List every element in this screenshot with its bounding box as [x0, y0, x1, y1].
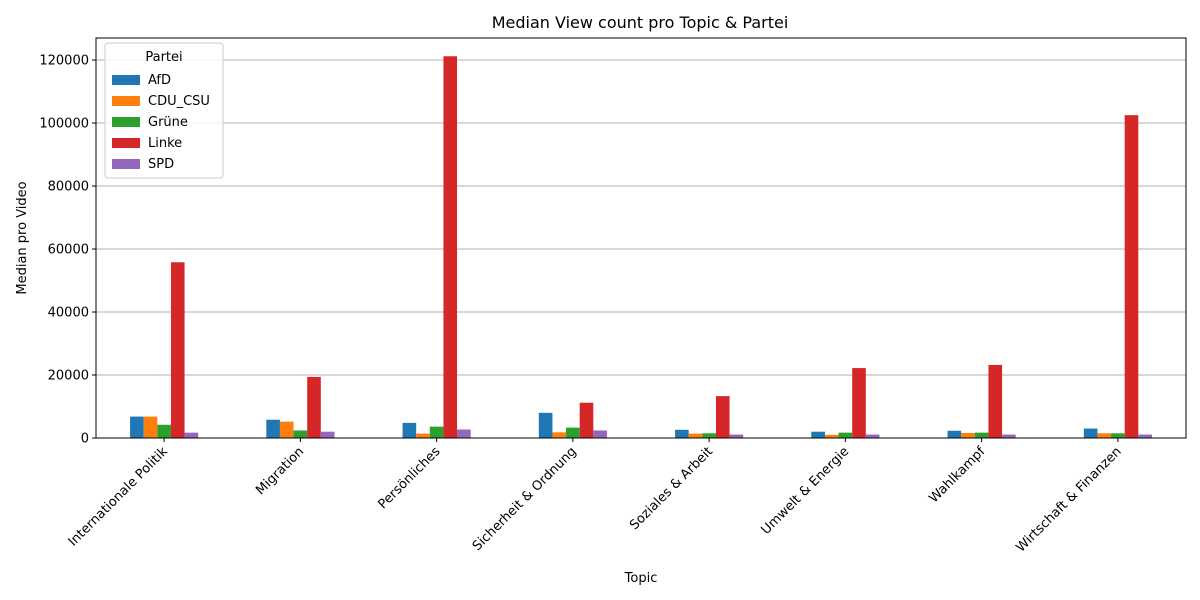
bar-afd	[1083, 428, 1098, 438]
legend-swatch	[112, 117, 140, 127]
bar-gr-ne	[157, 424, 171, 438]
bar-afd	[130, 416, 144, 438]
bar-afd	[266, 419, 280, 438]
bar-gr-ne	[838, 432, 853, 438]
legend-label: AfD	[148, 73, 171, 88]
bar-gr-ne	[566, 427, 580, 438]
bar-linke	[579, 402, 594, 438]
legend: Partei AfD CDU_CSU Grüne Linke SPD	[104, 42, 224, 179]
legend-label: CDU_CSU	[148, 94, 210, 109]
x-axis-title: Topic	[624, 571, 658, 586]
y-tick-label: 120000	[39, 54, 89, 69]
legend-label: Linke	[148, 136, 182, 151]
legend-swatch	[112, 159, 140, 169]
legend-label: Grüne	[148, 115, 188, 130]
bar-cdu-csu	[1097, 433, 1112, 438]
bar-cdu-csu	[279, 421, 294, 438]
bar-linke	[170, 262, 185, 438]
bar-cdu-csu	[961, 432, 975, 438]
bar-cdu-csu	[552, 432, 567, 438]
bar-gr-ne	[702, 433, 716, 438]
bar-afd	[947, 430, 962, 438]
plot-area-frame	[95, 37, 1187, 439]
bar-linke	[715, 396, 730, 438]
y-tick-label: 0	[81, 432, 89, 447]
y-tick-label: 80000	[48, 180, 89, 195]
x-tick-label: Soziales & Arbeit	[627, 444, 716, 533]
bar-linke	[988, 364, 1003, 438]
bar-linke	[443, 56, 458, 439]
bar-cdu-csu	[416, 433, 430, 438]
bar-cdu-csu	[824, 434, 839, 438]
x-tick-label: Migration	[253, 444, 307, 498]
x-tick-label: Sicherheit & Ordnung	[470, 444, 580, 554]
x-tick-label: Wirtschaft & Finanzen	[1014, 444, 1125, 555]
bar-spd	[865, 434, 880, 438]
bar-afd	[675, 429, 689, 438]
x-tick-label: Wahlkampf	[927, 444, 989, 506]
y-tick-label: 60000	[48, 243, 89, 258]
bar-linke	[852, 368, 866, 438]
y-tick-label: 20000	[48, 369, 89, 384]
bar-spd	[593, 430, 607, 438]
legend-swatch	[112, 75, 140, 85]
x-tick-label: Umwelt & Energie	[759, 444, 853, 538]
bar-afd	[811, 431, 825, 438]
bar-spd	[1002, 434, 1016, 438]
bar-cdu-csu	[143, 416, 158, 438]
legend-swatch	[112, 96, 140, 106]
legend-title: Partei	[145, 50, 182, 65]
bar-spd	[184, 432, 199, 438]
y-axis-title: Median pro Video	[15, 181, 30, 294]
x-tick-label: Persönliches	[376, 444, 444, 512]
bar-gr-ne	[1111, 433, 1125, 438]
legend-label: SPD	[148, 157, 174, 172]
x-tick-label: Internationale Politik	[66, 444, 172, 550]
bar-spd	[729, 434, 744, 438]
legend-swatch	[112, 138, 140, 148]
bar-gr-ne	[429, 426, 444, 438]
y-tick-label: 40000	[48, 306, 89, 321]
bar-spd	[457, 429, 471, 438]
bar-afd	[402, 422, 417, 438]
bar-cdu-csu	[688, 433, 703, 438]
bar-spd	[1138, 434, 1152, 438]
bar-linke	[307, 376, 321, 438]
bar-gr-ne	[974, 432, 989, 438]
bar-linke	[1124, 115, 1139, 439]
bar-afd	[538, 412, 553, 438]
bar-spd	[320, 431, 335, 438]
y-tick-label: 100000	[39, 117, 89, 132]
bar-gr-ne	[293, 430, 308, 438]
chart-title: Median View count pro Topic & Partei	[492, 13, 789, 32]
